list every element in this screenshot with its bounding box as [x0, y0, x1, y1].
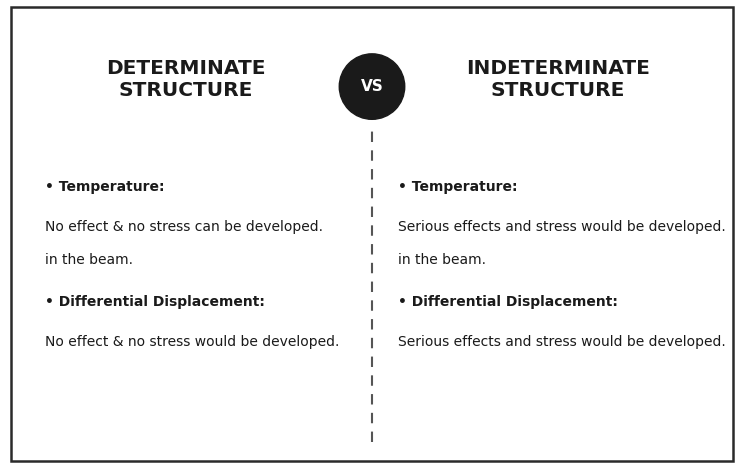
- Text: INDETERMINATE
STRUCTURE: INDETERMINATE STRUCTURE: [466, 58, 650, 101]
- Text: in the beam.: in the beam.: [398, 253, 486, 267]
- Text: No effect & no stress would be developed.: No effect & no stress would be developed…: [45, 335, 339, 349]
- Text: • Temperature:: • Temperature:: [45, 180, 164, 194]
- Text: VS: VS: [361, 79, 383, 94]
- Ellipse shape: [339, 54, 405, 119]
- Text: • Temperature:: • Temperature:: [398, 180, 518, 194]
- Text: Serious effects and stress would be developed.: Serious effects and stress would be deve…: [398, 220, 726, 234]
- Text: DETERMINATE
STRUCTURE: DETERMINATE STRUCTURE: [106, 58, 266, 101]
- Text: • Differential Displacement:: • Differential Displacement:: [398, 295, 618, 309]
- Text: Serious effects and stress would be developed.: Serious effects and stress would be deve…: [398, 335, 726, 349]
- Text: • Differential Displacement:: • Differential Displacement:: [45, 295, 265, 309]
- Text: in the beam.: in the beam.: [45, 253, 132, 267]
- Text: No effect & no stress can be developed.: No effect & no stress can be developed.: [45, 220, 323, 234]
